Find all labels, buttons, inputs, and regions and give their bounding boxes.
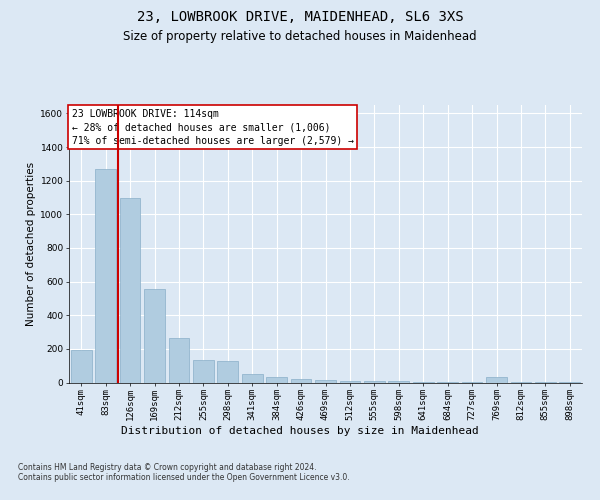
Text: 23 LOWBROOK DRIVE: 114sqm
← 28% of detached houses are smaller (1,006)
71% of se: 23 LOWBROOK DRIVE: 114sqm ← 28% of detac… bbox=[71, 109, 353, 146]
Y-axis label: Number of detached properties: Number of detached properties bbox=[26, 162, 36, 326]
Bar bbox=[290, 379, 311, 382]
Text: Distribution of detached houses by size in Maidenhead: Distribution of detached houses by size … bbox=[121, 426, 479, 436]
Bar bbox=[388, 381, 409, 382]
Bar bbox=[217, 361, 238, 382]
Bar bbox=[71, 350, 92, 382]
Bar bbox=[193, 360, 214, 382]
Bar bbox=[340, 381, 361, 382]
Text: Contains HM Land Registry data © Crown copyright and database right 2024.
Contai: Contains HM Land Registry data © Crown c… bbox=[18, 462, 350, 482]
Text: Size of property relative to detached houses in Maidenhead: Size of property relative to detached ho… bbox=[123, 30, 477, 43]
Bar bbox=[95, 169, 116, 382]
Bar bbox=[119, 198, 140, 382]
Bar bbox=[486, 376, 507, 382]
Bar bbox=[315, 380, 336, 382]
Bar bbox=[266, 378, 287, 382]
Bar bbox=[242, 374, 263, 382]
Bar bbox=[364, 381, 385, 382]
Bar bbox=[169, 338, 190, 382]
Text: 23, LOWBROOK DRIVE, MAIDENHEAD, SL6 3XS: 23, LOWBROOK DRIVE, MAIDENHEAD, SL6 3XS bbox=[137, 10, 463, 24]
Bar bbox=[144, 289, 165, 382]
